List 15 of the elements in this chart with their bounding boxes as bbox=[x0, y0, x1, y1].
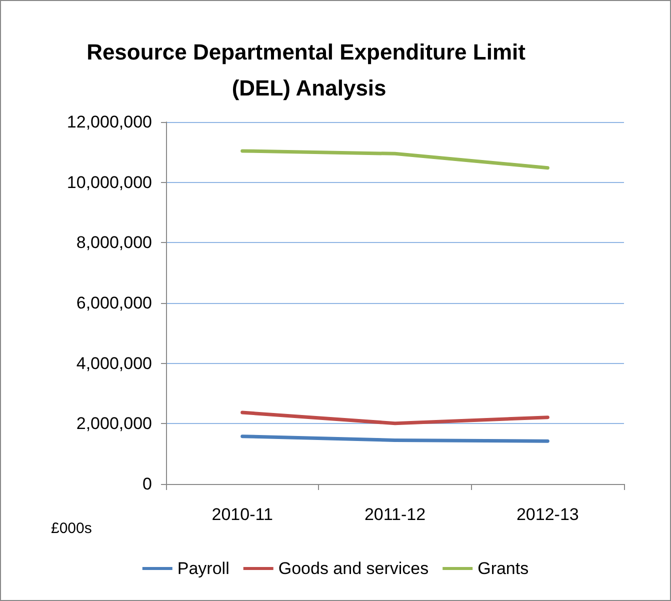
x-tick-label: 2010-11 bbox=[212, 505, 273, 524]
y-tick-label: 2,000,000 bbox=[76, 414, 152, 434]
y-tick-label: 4,000,000 bbox=[76, 354, 152, 373]
x-tick-label: 2011-12 bbox=[364, 505, 426, 524]
y-tick-label: 12,000,000 bbox=[66, 112, 152, 132]
x-tick-label: 2012-13 bbox=[516, 505, 579, 524]
y-tick-label: 0 bbox=[142, 474, 152, 494]
legend-label: Payroll bbox=[177, 559, 230, 578]
text: £000s bbox=[51, 520, 92, 537]
y-tick-label: 8,000,000 bbox=[76, 233, 152, 252]
y-tick-label: 6,000,000 bbox=[76, 294, 152, 312]
y-tick-label: 10,000,000 bbox=[66, 172, 152, 192]
chart-title: Resource Departmental Expenditure Limit (DEL) Analysis bbox=[86, 40, 526, 100]
legend-label: Goods and services bbox=[278, 559, 429, 578]
legend-label: Grants bbox=[478, 559, 529, 578]
